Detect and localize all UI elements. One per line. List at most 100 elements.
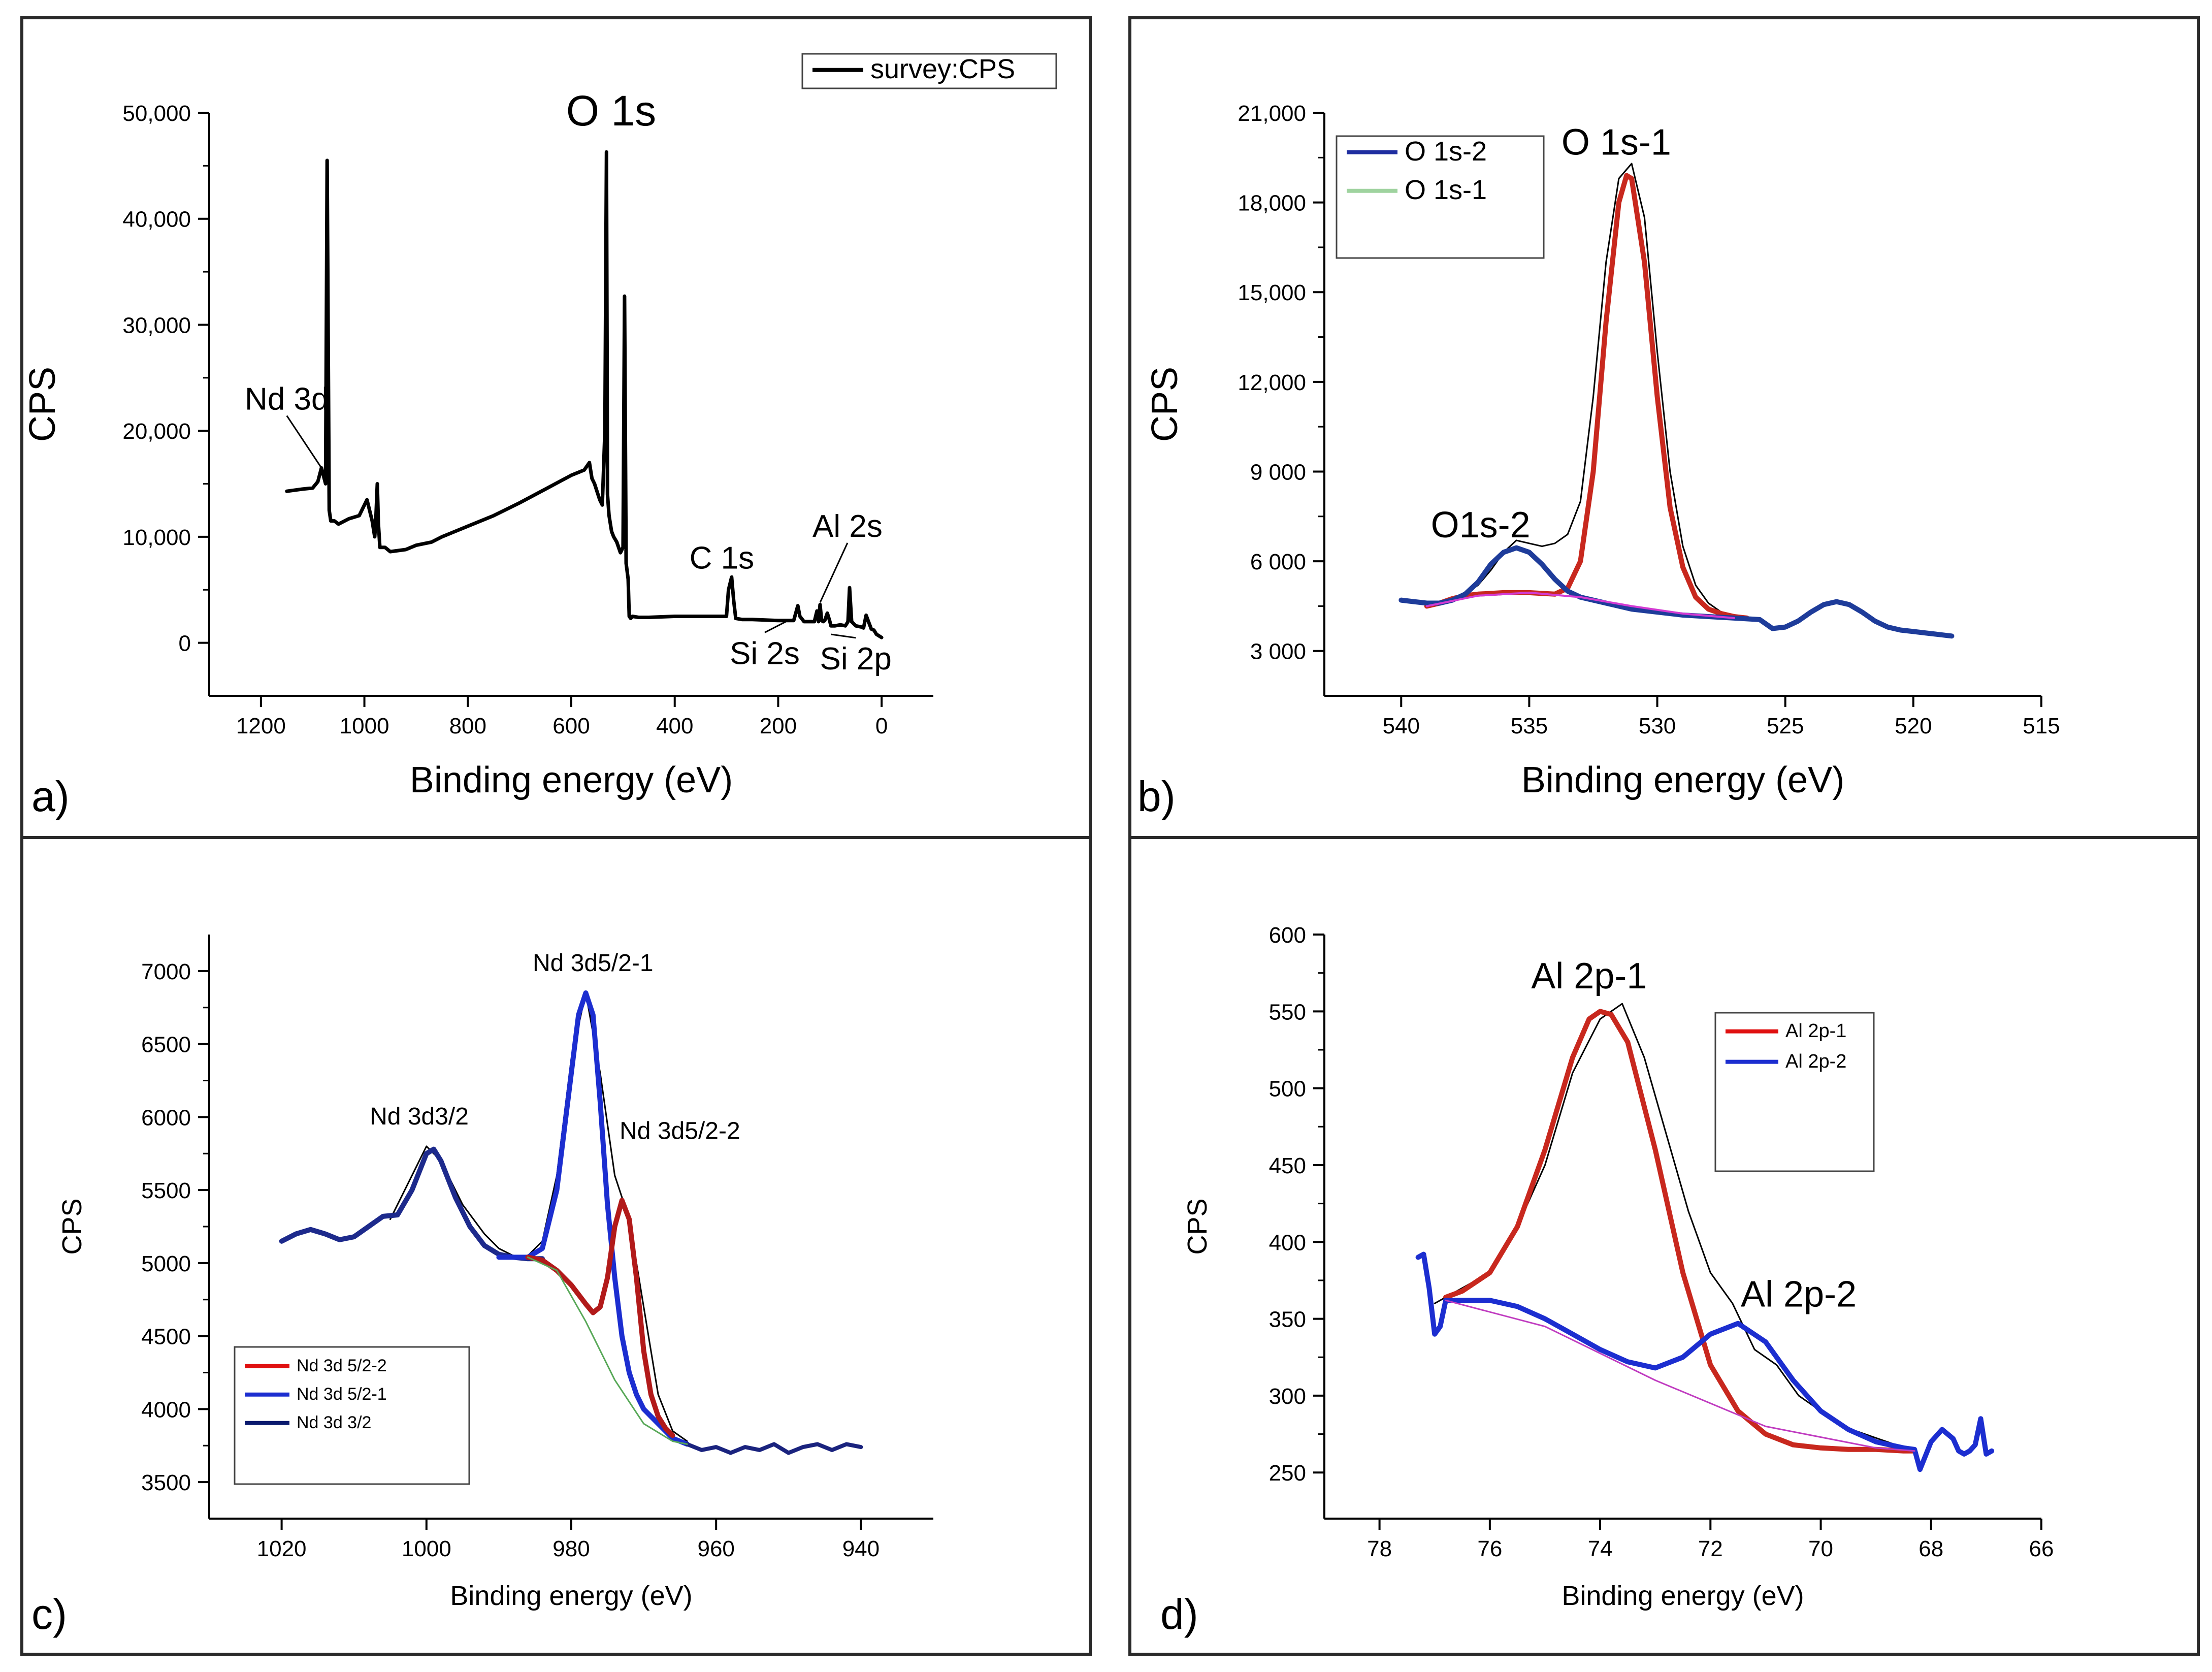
x-tick-label: 940: [842, 1536, 880, 1561]
x-tick-label: 0: [875, 714, 888, 738]
y-axis-label: CPS: [57, 1198, 87, 1255]
legend-box: [1336, 135, 1545, 259]
y-tick-label: 9 000: [1250, 460, 1306, 485]
y-tick-label: 400: [1269, 1230, 1306, 1255]
y-tick-label: 5000: [141, 1251, 191, 1276]
panel-label-c: c): [31, 1590, 67, 1638]
annotation-label: O 1s: [566, 87, 656, 135]
legend-label: Al 2p-1: [1785, 1020, 1846, 1042]
annotation-label: Al 2p-1: [1531, 956, 1647, 996]
series-background: [1425, 591, 1735, 619]
x-tick-label: 1020: [257, 1536, 307, 1561]
legend: O 1s-2 O 1s-1: [1336, 135, 1545, 259]
y-axis-label: CPS: [1145, 367, 1185, 442]
y-tick-label: 7000: [141, 959, 191, 984]
series-al-2p-1: [1443, 1009, 1917, 1454]
legend-box: [1714, 1012, 1875, 1172]
legend: survey:CPS: [801, 53, 1057, 89]
panel-label-b: b): [1137, 773, 1176, 820]
x-tick-label: 1200: [236, 714, 286, 738]
annotation-label: Nd 3d5/2-2: [620, 1118, 740, 1145]
y-tick-label: 50,000: [122, 101, 191, 126]
y-tick-label: 4500: [141, 1325, 191, 1349]
x-tick-label: 400: [656, 714, 693, 738]
legend-label: Nd 3d 5/2-2: [297, 1356, 387, 1375]
x-tick-label: 68: [1918, 1536, 1943, 1561]
y-tick-label: 20,000: [122, 419, 191, 444]
x-tick-label: 1000: [402, 1536, 451, 1561]
annotation-arrow: [831, 633, 856, 639]
y-tick-label: 600: [1269, 923, 1306, 948]
x-tick-label: 960: [697, 1536, 734, 1561]
annotation-label: Nd 3d5/2-1: [533, 950, 654, 977]
chart-c: 1020 1000 980 960 940 3500 4000 4500 5000 5500 600…: [57, 935, 933, 1611]
x-tick-label: 600: [552, 714, 590, 738]
y-tick-label: 350: [1269, 1307, 1306, 1332]
series-al-2p-2: [1415, 1251, 1995, 1472]
y-tick-label: 5500: [141, 1178, 191, 1203]
x-axis-label: Binding energy (eV): [450, 1581, 692, 1611]
annotation-arrow: [764, 621, 787, 633]
x-tick-label: 76: [1477, 1536, 1502, 1561]
y-tick-label: 6500: [141, 1033, 191, 1057]
x-axis-label: Binding energy (eV): [1521, 760, 1844, 800]
x-tick-label: 200: [760, 714, 797, 738]
annotation-label: Si 2p: [820, 641, 892, 677]
legend-label: O 1s-1: [1405, 175, 1487, 205]
chart-d: 78 76 74 72 70 68 66 250 300 350 400 450 500 550 600 Bi…: [1182, 923, 2054, 1611]
annotation-label: Si 2s: [730, 636, 800, 671]
y-tick-label: 250: [1269, 1461, 1306, 1486]
y-tick-label: 3500: [141, 1470, 191, 1495]
y-tick-label: 30,000: [122, 313, 191, 338]
x-tick-label: 535: [1511, 714, 1548, 738]
annotation-arrow: [286, 415, 322, 469]
y-tick-label: 3 000: [1250, 639, 1306, 664]
series-raw: [1439, 163, 1761, 619]
y-tick-label: 500: [1269, 1077, 1306, 1102]
y-tick-label: 21,000: [1238, 101, 1306, 126]
series-tail: [685, 1442, 863, 1455]
legend-label: Nd 3d 3/2: [297, 1413, 371, 1432]
annotation-label: O1s-2: [1431, 505, 1531, 545]
y-tick-label: 6 000: [1250, 550, 1306, 574]
panel-a: [20, 16, 1092, 840]
y-tick-label: 18,000: [1238, 191, 1306, 216]
x-tick-label: 66: [2029, 1536, 2054, 1561]
y-tick-label: 12,000: [1238, 370, 1306, 395]
x-tick-label: 530: [1639, 714, 1676, 738]
y-tick-label: 6000: [141, 1105, 191, 1130]
legend-box: [234, 1346, 470, 1485]
annotation-label: O 1s-1: [1562, 122, 1671, 163]
x-tick-label: 70: [1808, 1536, 1833, 1561]
y-tick-label: 40,000: [122, 207, 191, 232]
series-nd-3d-5-2-2: [525, 1198, 675, 1438]
chart-b: 540 535 530 525 520 515 3 000 6 000 9 000 12,000 1…: [1145, 101, 2060, 800]
y-tick-label: 15,000: [1238, 280, 1306, 305]
x-tick-label: 980: [552, 1536, 590, 1561]
y-tick-label: 4000: [141, 1397, 191, 1422]
y-tick-label: 0: [179, 631, 191, 656]
series-nd-3d-3-2: [279, 1146, 545, 1262]
series-background: [1445, 1299, 1915, 1452]
legend-label: Al 2p-2: [1785, 1051, 1846, 1072]
series-o-1s-1: [1424, 173, 1750, 621]
y-tick-label: 10,000: [122, 525, 191, 550]
annotation-label: C 1s: [690, 541, 754, 576]
series-baseline: [527, 1256, 688, 1445]
panel-label-d: d): [1160, 1590, 1198, 1638]
annotation-label: Nd 3d: [245, 381, 329, 416]
x-tick-label: 525: [1767, 714, 1804, 738]
y-tick-label: 550: [1269, 1000, 1306, 1024]
series-nd-3d-5-2-1: [496, 990, 690, 1447]
x-tick-label: 1000: [340, 714, 389, 738]
legend-label: O 1s-2: [1405, 136, 1487, 167]
x-axis-label: Binding energy (eV): [410, 760, 733, 800]
x-tick-label: 800: [449, 714, 486, 738]
x-tick-label: 72: [1698, 1536, 1723, 1561]
y-axis-label: CPS: [22, 367, 63, 442]
annotation-label: Nd 3d3/2: [370, 1103, 469, 1130]
x-tick-label: 78: [1367, 1536, 1392, 1561]
series-o-1s-2: [1398, 545, 1955, 639]
chart-a: 1200 1000 800 600 400 200 0 0 10,000 20,000 30,000…: [22, 53, 1057, 800]
